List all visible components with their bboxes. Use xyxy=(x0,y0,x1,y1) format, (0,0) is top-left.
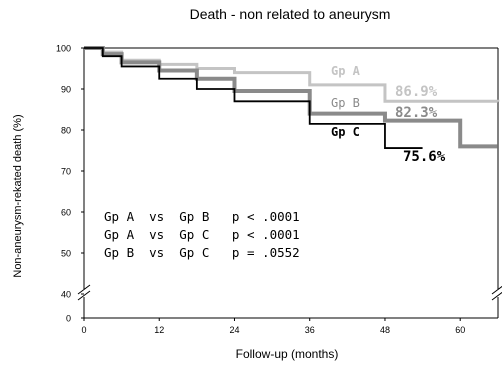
p-value-annotations: Gp A vs Gp B p < .0001 Gp A vs Gp C p < … xyxy=(104,209,300,260)
y-axis-label: Non-aneurysm-rekated death (%) xyxy=(12,114,24,277)
series-name-gp-b: Gp B xyxy=(331,96,360,110)
x-tick-label: 24 xyxy=(229,325,239,335)
series-line-gp-b xyxy=(84,46,498,149)
plot-frame xyxy=(77,47,502,319)
series-line-gp-a xyxy=(84,46,500,103)
series-name-gp-a: Gp A xyxy=(331,64,361,78)
y-tick-label: 40 xyxy=(61,290,71,300)
axis-break-right xyxy=(491,285,502,301)
y-tick-label: 80 xyxy=(61,126,71,136)
x-tick-label: 36 xyxy=(305,325,315,335)
series-end-label-gp-a: 86.9% xyxy=(395,84,438,100)
axis-break-left xyxy=(77,284,91,301)
x-tick-label: 0 xyxy=(81,325,86,335)
annotation-3: Gp B vs Gp C p = .0552 xyxy=(104,245,300,260)
y-tick-label: 100 xyxy=(56,44,71,54)
y-tick-label: 90 xyxy=(61,85,71,95)
annotation-1: Gp A vs Gp B p < .0001 xyxy=(104,209,300,224)
y-ticks: 0 40 50 60 70 80 90 100 xyxy=(56,44,84,324)
y-tick-label: 0 xyxy=(66,314,71,324)
series-line-gp-c xyxy=(84,47,423,149)
x-ticks: 0 12 24 36 48 60 xyxy=(81,318,465,335)
x-tick-label: 60 xyxy=(455,325,465,335)
chart-title: Death - non related to aneurysm xyxy=(190,6,391,22)
series-lines xyxy=(84,46,500,149)
series-labels: Gp A 86.9% Gp B 82.3% Gp C 75.6% xyxy=(331,64,446,165)
y-tick-label: 70 xyxy=(61,167,71,177)
annotation-2: Gp A vs Gp C p < .0001 xyxy=(104,227,300,242)
series-end-label-gp-c: 75.6% xyxy=(403,149,446,165)
x-axis-label: Follow-up (months) xyxy=(236,347,339,361)
series-name-gp-c: Gp C xyxy=(331,125,360,139)
y-tick-label: 60 xyxy=(61,208,71,218)
y-tick-label: 50 xyxy=(61,249,71,259)
x-tick-label: 48 xyxy=(380,325,390,335)
series-end-label-gp-b: 82.3% xyxy=(395,105,438,121)
x-tick-label: 12 xyxy=(154,325,164,335)
